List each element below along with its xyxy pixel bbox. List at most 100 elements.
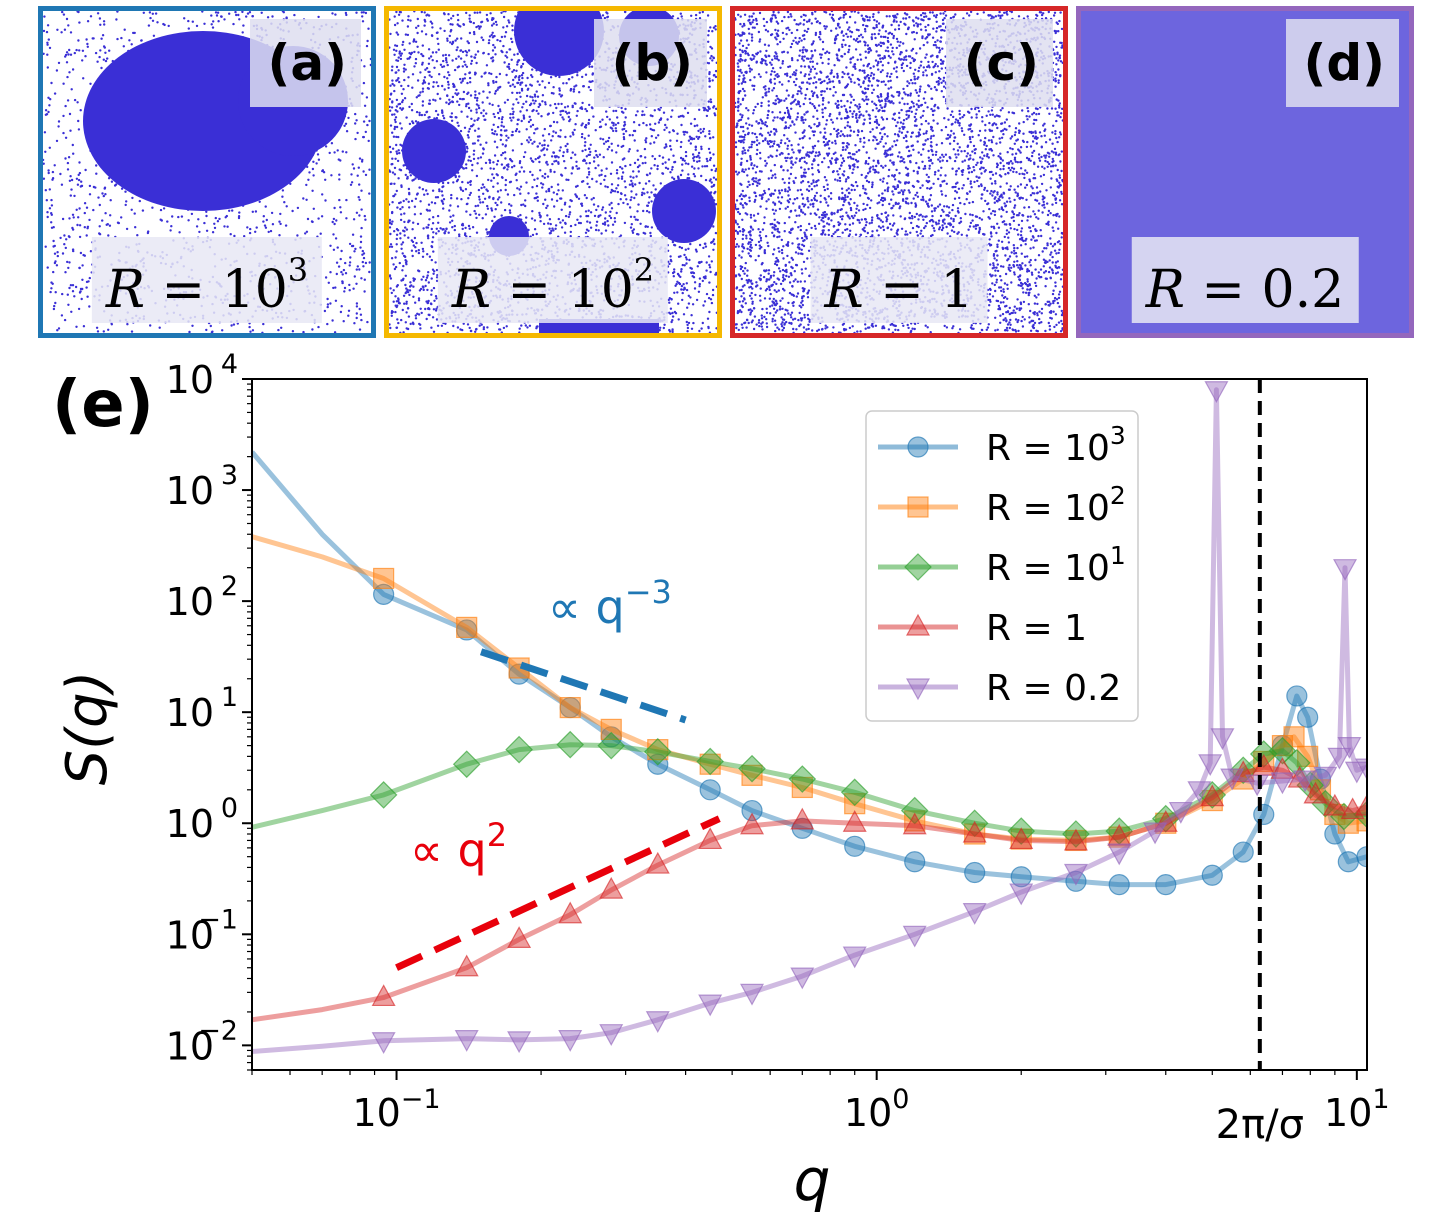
particle xyxy=(334,299,338,302)
particle xyxy=(350,244,354,248)
particle xyxy=(394,157,397,160)
particle xyxy=(673,244,677,247)
particle xyxy=(511,29,514,32)
particle xyxy=(359,246,362,249)
particle xyxy=(688,135,692,138)
particle xyxy=(51,282,54,285)
particle xyxy=(433,202,437,205)
particle xyxy=(47,38,50,41)
particle xyxy=(529,170,532,174)
particle xyxy=(707,34,710,37)
particle xyxy=(572,133,575,136)
particle xyxy=(85,206,89,209)
particle xyxy=(536,145,539,148)
particle xyxy=(339,211,343,214)
particle xyxy=(389,170,392,173)
particle xyxy=(302,330,305,333)
particle xyxy=(493,115,496,119)
particle xyxy=(397,13,401,16)
particle xyxy=(467,130,470,133)
particle xyxy=(646,204,650,207)
particle xyxy=(260,11,263,14)
particle xyxy=(503,208,507,212)
particle xyxy=(694,13,698,17)
particle xyxy=(518,331,521,333)
particle xyxy=(151,206,154,209)
particle xyxy=(566,148,569,151)
particle xyxy=(671,15,675,18)
particle xyxy=(502,26,505,29)
particle xyxy=(505,134,508,137)
particle xyxy=(425,67,429,70)
particle xyxy=(467,106,471,110)
particle xyxy=(100,66,103,70)
particle xyxy=(407,187,411,191)
particle xyxy=(571,151,574,154)
particle xyxy=(697,137,700,140)
particle xyxy=(67,156,71,159)
particle xyxy=(404,321,407,324)
particle xyxy=(478,11,482,14)
particle xyxy=(86,225,90,228)
particle xyxy=(475,174,479,178)
particle xyxy=(714,178,717,181)
particle xyxy=(483,197,487,200)
particle xyxy=(511,112,515,116)
particle xyxy=(519,213,522,217)
particle xyxy=(610,149,614,152)
particle xyxy=(73,295,76,298)
particle xyxy=(698,108,701,112)
particle xyxy=(605,11,608,14)
particle xyxy=(521,76,524,80)
particle xyxy=(433,270,436,273)
particle xyxy=(643,192,646,195)
particle xyxy=(595,180,598,183)
particle xyxy=(435,279,439,283)
particle xyxy=(456,121,459,125)
particle xyxy=(456,100,459,103)
particle xyxy=(631,185,635,188)
particle xyxy=(393,230,396,233)
particle xyxy=(59,172,62,176)
particle xyxy=(535,192,538,195)
particle xyxy=(357,166,360,169)
particle xyxy=(522,203,525,206)
particle xyxy=(62,13,66,16)
particle xyxy=(178,231,181,234)
particle xyxy=(389,18,391,21)
particle xyxy=(712,238,716,241)
particle xyxy=(414,40,418,43)
particle xyxy=(190,212,194,216)
particle xyxy=(623,127,626,131)
particle xyxy=(492,112,495,116)
particle xyxy=(491,103,494,107)
particle xyxy=(644,141,648,144)
particle xyxy=(154,12,158,15)
particle xyxy=(329,271,332,274)
particle xyxy=(450,115,453,119)
particle xyxy=(472,30,476,34)
particle xyxy=(673,268,676,271)
particle xyxy=(466,40,469,43)
particle xyxy=(76,183,80,186)
particle xyxy=(455,197,459,200)
particle xyxy=(490,179,493,182)
particle xyxy=(89,82,92,86)
particle xyxy=(107,328,110,331)
particle xyxy=(492,79,495,83)
particle xyxy=(663,323,666,326)
particle xyxy=(538,213,541,217)
particle xyxy=(578,91,581,94)
particle xyxy=(704,178,708,182)
particle xyxy=(96,330,100,333)
particle xyxy=(525,94,529,98)
particle xyxy=(332,248,336,251)
particle xyxy=(401,100,404,104)
particle xyxy=(446,39,449,42)
particle xyxy=(349,256,352,259)
particle xyxy=(654,193,657,196)
particle xyxy=(337,265,341,268)
particle xyxy=(87,280,90,283)
particle xyxy=(663,128,666,132)
particle xyxy=(561,189,564,192)
